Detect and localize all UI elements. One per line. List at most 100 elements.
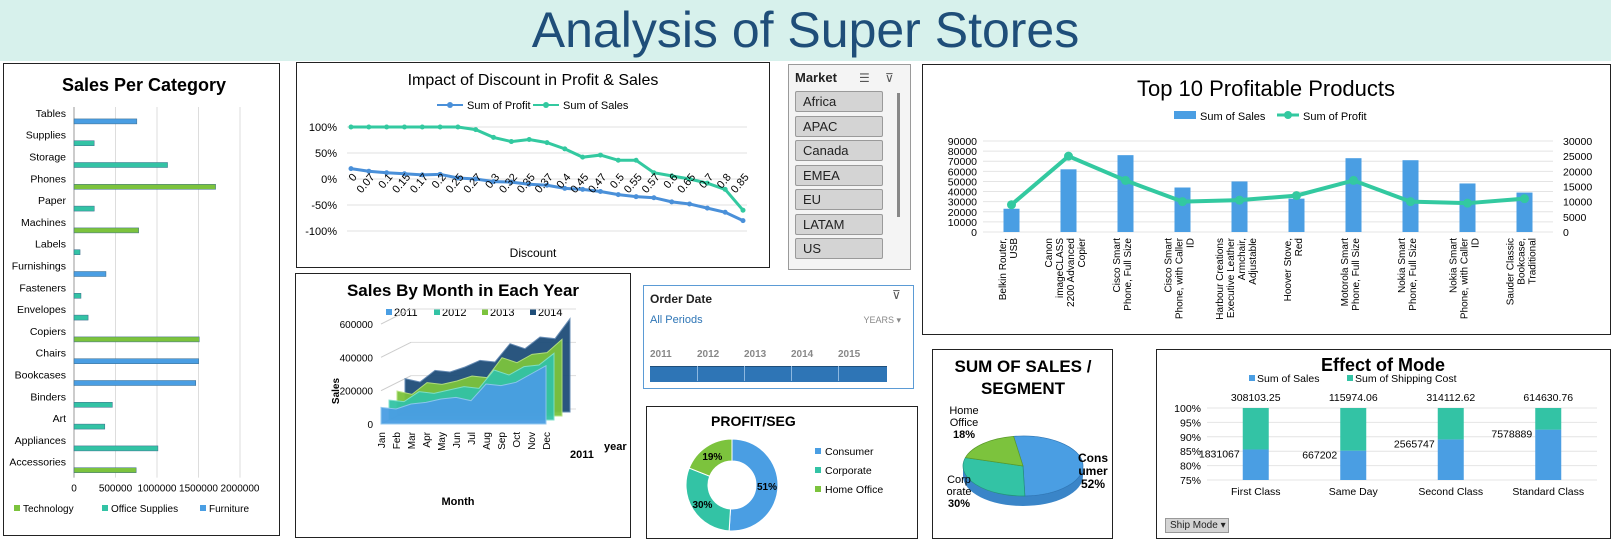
month-legend-swatch — [434, 309, 440, 315]
category-x-tick: 1000000 — [138, 484, 177, 495]
timeline-unit: YEARS — [863, 315, 894, 325]
top10-product-label: Sauder Classic — [1506, 238, 1517, 305]
category-bar — [73, 271, 107, 277]
profit-seg-chart: PROFIT/SEG 51% 30% 19% Consumer Corporate Hom… — [685, 413, 883, 532]
category-legend-label: Office Supplies — [111, 504, 178, 515]
category-legend-label: Furniture — [209, 504, 249, 515]
profit-seg-slice — [688, 438, 733, 477]
top10-sales-bar — [1459, 183, 1476, 232]
discount-point — [366, 124, 372, 130]
timeline-divider — [838, 366, 839, 381]
discount-point — [348, 124, 354, 130]
market-slicer[interactable]: Market ☰ ⊽ Africa APAC Canada EMEA EU LATAM US — [788, 64, 911, 270]
market-item-latam[interactable]: LATAM — [795, 213, 883, 235]
discount-point — [491, 179, 497, 185]
top10-y-left-tick: 80000 — [948, 146, 977, 158]
segment-label-corp: orate — [946, 486, 971, 498]
market-item-us[interactable]: US — [795, 238, 883, 259]
discount-y-tick: -50% — [311, 200, 337, 212]
timeline-year[interactable]: 2011 — [650, 349, 672, 360]
timeline-unit-dropdown[interactable]: YEARS ▾ — [863, 315, 901, 325]
top10-legend-marker — [1284, 111, 1292, 119]
timeline-year[interactable]: 2014 — [791, 349, 814, 360]
category-bar — [73, 314, 89, 321]
sales-segment-panel[interactable]: SUM OF SALES / SEGMENT Home Office 18% Corp or… — [932, 349, 1113, 539]
market-item-eu[interactable]: EU — [795, 189, 883, 210]
sales-per-category-chart: Sales Per Category 0 500000 1000000 1500000… — [9, 75, 260, 515]
discount-point — [384, 170, 390, 176]
timeline-year[interactable]: 2015 — [838, 349, 861, 360]
month-x-tick: Jan — [377, 432, 388, 448]
clear-filter-icon[interactable]: ⊽ — [885, 71, 894, 85]
discount-point — [526, 181, 532, 187]
mode-category-label: First Class — [1231, 486, 1281, 498]
discount-point — [633, 194, 639, 200]
profit-seg-title: PROFIT/SEG — [711, 413, 796, 429]
discount-chart: Impact of Discount in Profit & Sales Dis… — [305, 72, 752, 260]
month-gridline — [380, 375, 412, 392]
discount-point — [401, 124, 407, 130]
top10-product-label: Nokia Smart — [1449, 238, 1460, 293]
order-date-timeline[interactable]: Order Date ⊽ All Periods YEARS ▾ 2011 201… — [643, 285, 914, 389]
mode-category-label: Second Class — [1418, 486, 1483, 498]
category-bar — [73, 380, 197, 386]
clear-filter-icon[interactable]: ⊽ — [892, 288, 901, 302]
top10-y-right-tick: 20000 — [1563, 166, 1592, 178]
segment-label-cons: 52% — [1081, 477, 1105, 491]
slicer-scrollbar[interactable] — [897, 93, 900, 217]
market-item-emea[interactable]: EMEA — [795, 164, 883, 186]
ship-mode-filter-button[interactable]: Ship Mode ▾ — [1165, 518, 1229, 533]
market-item-apac[interactable]: APAC — [795, 115, 883, 137]
discount-point — [508, 179, 514, 185]
segment-label-cons: umer — [1078, 464, 1108, 478]
mode-y-tick: 100% — [1174, 403, 1201, 415]
mode-y-tick: 85% — [1180, 446, 1201, 458]
category-bar — [73, 423, 106, 430]
discount-point — [526, 136, 532, 142]
profit-seg-panel[interactable]: PROFIT/SEG 51% 30% 19% Consumer Corporate Hom… — [646, 406, 918, 539]
top10-product-label: Phone, Full Size — [1123, 238, 1134, 311]
category-x-tick: 500000 — [99, 484, 133, 495]
sales-by-month-panel[interactable]: Sales By Month in Each Year Sales Month … — [295, 273, 631, 538]
top10-profit-point — [1064, 151, 1073, 161]
category-label: Art — [53, 413, 67, 425]
timeline-year[interactable]: 2013 — [744, 349, 767, 360]
top10-y-left-tick: 60000 — [948, 166, 977, 178]
month-x-tick: Nov — [527, 432, 538, 450]
category-bar — [73, 140, 95, 146]
top10-y-left-tick: 50000 — [948, 176, 977, 188]
discount-point — [633, 157, 639, 163]
mode-sales-bar — [1535, 429, 1562, 480]
month-y-label: Sales — [331, 377, 342, 404]
top10-sales-bar — [1117, 155, 1134, 232]
top10-product-label: Belkin Router, — [998, 238, 1009, 300]
discount-point — [580, 154, 586, 160]
timeline-divider — [697, 366, 698, 381]
discount-chart-panel[interactable]: Impact of Discount in Profit & Sales Dis… — [296, 62, 770, 268]
profit-seg-slice — [728, 438, 779, 532]
top10-product-label: Armchair, — [1237, 238, 1248, 280]
market-item-canada[interactable]: Canada — [795, 140, 883, 161]
discount-point — [366, 168, 372, 174]
category-bar — [73, 336, 200, 343]
top10-profit-point — [1292, 191, 1301, 201]
discount-point — [384, 124, 390, 130]
top10-y-right-tick: 15000 — [1563, 182, 1592, 194]
market-item-africa[interactable]: Africa — [795, 91, 883, 112]
month-depth-axis: year — [604, 441, 627, 453]
category-x-tick: 1500000 — [179, 484, 218, 495]
top10-product-label: Red — [1294, 238, 1305, 256]
top10-panel[interactable]: Top 10 Profitable Products Sum of Sales S… — [922, 64, 1611, 335]
category-legend-label: Technology — [23, 504, 74, 515]
effect-of-mode-panel[interactable]: Effect of Mode Sum of Sales Sum of Shippi… — [1156, 349, 1611, 539]
discount-point — [491, 134, 497, 140]
segment-label-corp: Corp — [947, 474, 971, 486]
multi-select-icon[interactable]: ☰ — [859, 71, 870, 85]
sales-per-category-panel[interactable]: Sales Per Category 0 500000 1000000 1500000… — [3, 63, 280, 536]
mode-y-tick: 75% — [1180, 475, 1201, 487]
discount-point — [562, 185, 568, 191]
mode-shipping-bar — [1340, 408, 1367, 451]
discount-point — [437, 124, 443, 130]
timeline-year[interactable]: 2012 — [697, 349, 720, 360]
timeline-range-bar[interactable] — [650, 366, 887, 382]
